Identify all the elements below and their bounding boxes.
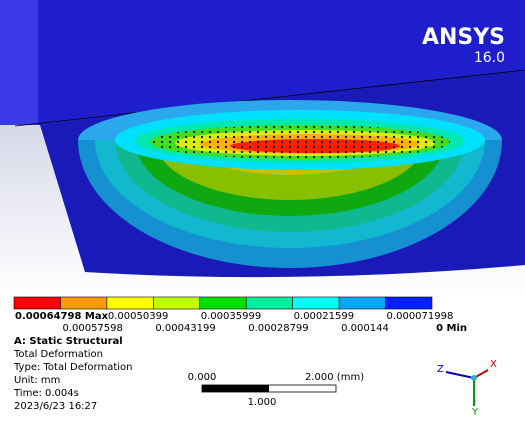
legend-label-bottom: 0.000144 <box>341 323 389 334</box>
scale-start: 0.000 <box>188 372 217 383</box>
scale-mid: 1.000 <box>248 397 277 408</box>
info-unit: Unit: mm <box>14 375 60 386</box>
edge-line <box>14 69 525 127</box>
legend-label-bottom: 0.00028799 <box>248 323 308 334</box>
triad: X Y Z <box>437 359 497 418</box>
legend-label-bottom: 0.00043199 <box>155 323 215 334</box>
legend-swatch <box>292 296 340 310</box>
legend-label-top: 0.00021599 <box>294 311 354 322</box>
legend-label-top: 0.000071998 <box>387 311 454 322</box>
legend-swatch <box>199 296 247 310</box>
legend-label-bottom: 0 Min <box>436 323 467 334</box>
info-result: Total Deformation <box>13 349 103 360</box>
legend-label-top: 0.00035999 <box>201 311 261 322</box>
scale-bar: 0.000 2.000 (mm) 1.000 <box>188 372 365 408</box>
legend-swatch <box>245 296 293 310</box>
legend-label-top: 0.00050399 <box>108 311 168 322</box>
legend-label-bottom: 0.00057598 <box>62 323 122 334</box>
legend-swatch <box>385 296 433 310</box>
legend-swatch <box>106 296 154 310</box>
info-analysis: A: Static Structural <box>14 336 123 347</box>
triad-x: X <box>490 359 497 370</box>
model-side <box>0 0 38 125</box>
legend: 0.00064798 Max 0.00050399 0.00035999 0.0002… <box>13 296 467 334</box>
brand-name: ANSYS <box>422 25 505 50</box>
info: A: Static Structural Total Deformation T… <box>13 336 133 412</box>
info-date: 2023/6/23 16:27 <box>14 401 97 412</box>
info-time: Time: 0.004s <box>13 388 79 399</box>
scale-end: 2.000 (mm) <box>305 372 364 383</box>
contour-surface <box>78 100 502 170</box>
legend-swatch <box>153 296 201 310</box>
legend-swatch <box>60 296 108 310</box>
triad-z: Z <box>437 364 444 375</box>
info-type: Type: Total Deformation <box>13 362 133 373</box>
legend-swatch <box>338 296 386 310</box>
scale-bar-black <box>202 385 269 392</box>
triad-y: Y <box>471 407 479 418</box>
legend-label-top: 0.00064798 Max <box>15 311 109 322</box>
legend-swatch <box>13 296 61 310</box>
brand-version: 16.0 <box>474 50 505 66</box>
